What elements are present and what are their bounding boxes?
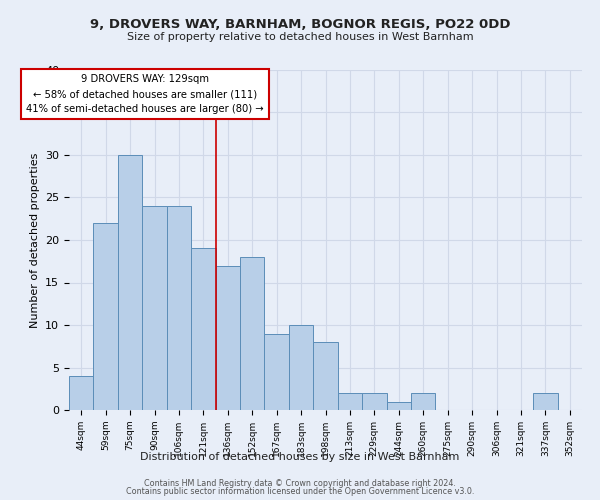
- Bar: [362, 393, 386, 410]
- Bar: [215, 266, 240, 410]
- Bar: [265, 334, 289, 410]
- Bar: [386, 402, 411, 410]
- Bar: [167, 206, 191, 410]
- Text: Distribution of detached houses by size in West Barnham: Distribution of detached houses by size …: [140, 452, 460, 462]
- Bar: [289, 325, 313, 410]
- Text: 9 DROVERS WAY: 129sqm
← 58% of detached houses are smaller (111)
41% of semi-det: 9 DROVERS WAY: 129sqm ← 58% of detached …: [26, 74, 263, 114]
- Text: 9, DROVERS WAY, BARNHAM, BOGNOR REGIS, PO22 0DD: 9, DROVERS WAY, BARNHAM, BOGNOR REGIS, P…: [90, 18, 510, 30]
- Bar: [313, 342, 338, 410]
- Bar: [240, 257, 265, 410]
- Bar: [94, 223, 118, 410]
- Text: Contains public sector information licensed under the Open Government Licence v3: Contains public sector information licen…: [126, 487, 474, 496]
- Bar: [69, 376, 94, 410]
- Bar: [533, 393, 557, 410]
- Bar: [411, 393, 436, 410]
- Bar: [142, 206, 167, 410]
- Text: Contains HM Land Registry data © Crown copyright and database right 2024.: Contains HM Land Registry data © Crown c…: [144, 478, 456, 488]
- Text: Size of property relative to detached houses in West Barnham: Size of property relative to detached ho…: [127, 32, 473, 42]
- Y-axis label: Number of detached properties: Number of detached properties: [29, 152, 40, 328]
- Bar: [338, 393, 362, 410]
- Bar: [118, 155, 142, 410]
- Bar: [191, 248, 215, 410]
